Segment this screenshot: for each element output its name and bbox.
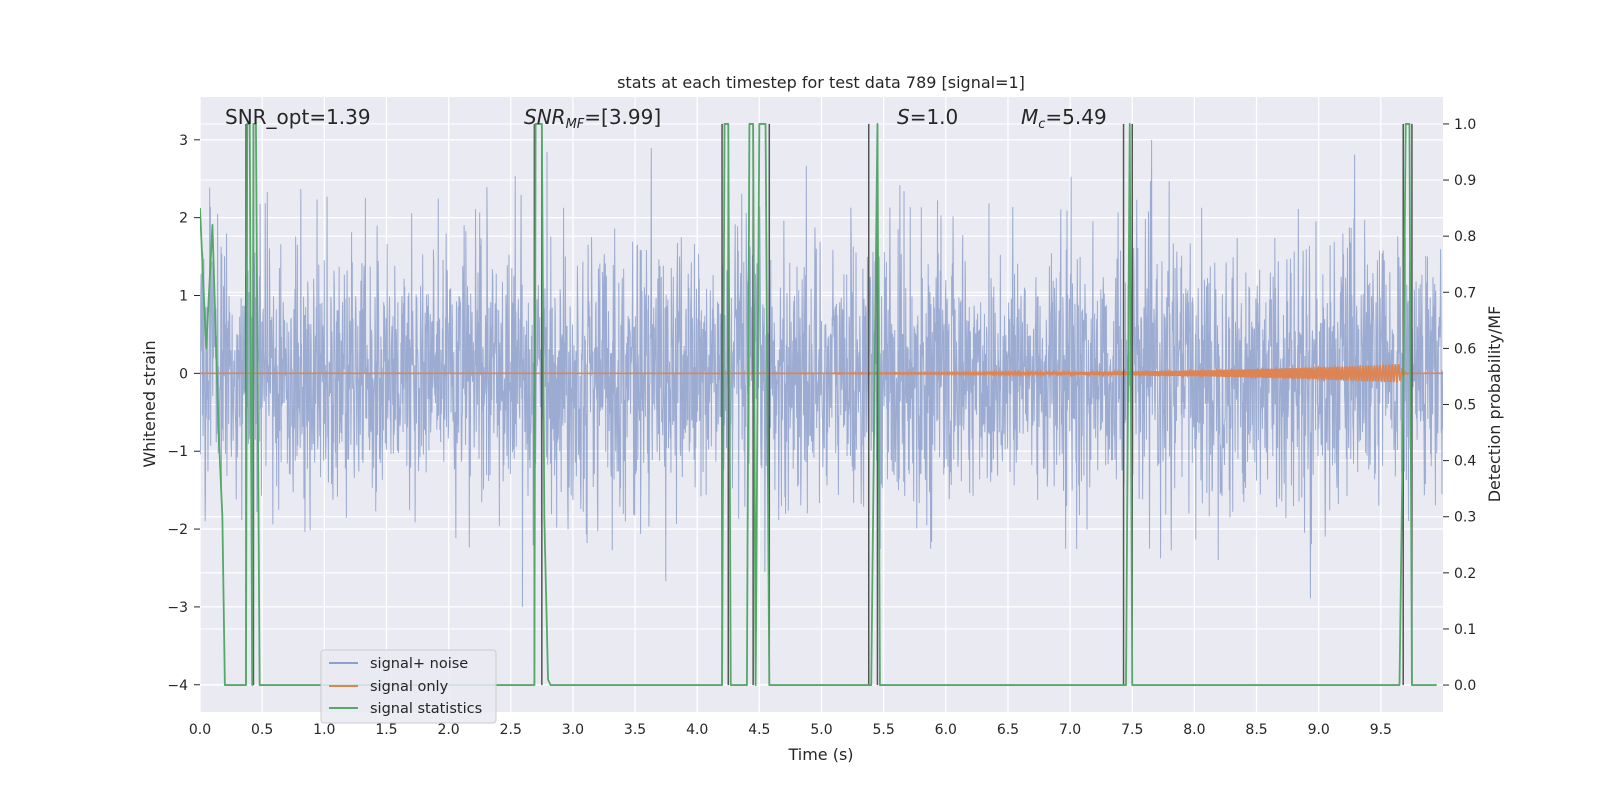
y2-axis-ticks: 1.0 0.9 0.8 0.7 0.6 0.5 0.4 0.3 0.2 0.1 0.0 xyxy=(1443,117,1476,694)
annotation-mc-symbol: M xyxy=(1021,105,1038,129)
x-tick-label-12: 6.0 xyxy=(935,722,957,738)
y2-tick-label-9: 0.1 xyxy=(1454,622,1476,638)
chart-title: stats at each timestep for test data 789… xyxy=(617,73,1025,92)
x-tick-label-10: 5.0 xyxy=(810,722,832,738)
y2-tick-label-0: 1.0 xyxy=(1454,117,1476,133)
x-tick-label-6: 3.0 xyxy=(562,722,584,738)
x-tick-label-15: 7.5 xyxy=(1121,722,1143,738)
x-tick-label-1: 0.5 xyxy=(251,722,273,738)
x-axis-ticks: 0.0 0.5 1.0 1.5 2.0 2.5 3.0 3.5 4.0 4.5 5.0 5.5 6.0 6… xyxy=(189,722,1392,738)
x-tick-label-13: 6.5 xyxy=(997,722,1019,738)
x-tick-label-7: 3.5 xyxy=(624,722,646,738)
annotation-snr-mf-value: =[3.99] xyxy=(584,105,661,129)
legend-label-signal-statistics: signal statistics xyxy=(370,701,482,717)
annotation-s-symbol: S xyxy=(897,105,910,129)
x-tick-label-11: 5.5 xyxy=(873,722,895,738)
y2-tick-label-2: 0.8 xyxy=(1454,229,1476,245)
x-tick-label-8: 4.0 xyxy=(686,722,708,738)
legend-label-signal-noise: signal+ noise xyxy=(370,656,468,672)
annotation-snr-mf-symbol: SNR xyxy=(524,105,566,129)
series-signal-noise xyxy=(200,139,1443,607)
y2-tick-label-5: 0.5 xyxy=(1454,398,1476,414)
y-tick-label-2: 1 xyxy=(179,289,188,305)
x-tick-label-14: 7.0 xyxy=(1059,722,1081,738)
annotation-s-value: =1.0 xyxy=(910,105,959,129)
y-axis-label: Whitened strain xyxy=(140,340,159,467)
y-axis-ticks: 3 2 1 0 −1 −2 −3 −4 xyxy=(167,133,200,694)
x-tick-label-19: 9.5 xyxy=(1370,722,1392,738)
annotation-snr-mf: SNRMF=[3.99] xyxy=(524,105,661,132)
y2-axis-label: Detection probability/MF xyxy=(1485,306,1504,503)
annotation-snr-mf-subscript: MF xyxy=(566,117,585,132)
y-tick-label-7: −4 xyxy=(167,678,188,694)
y2-tick-label-1: 0.9 xyxy=(1454,173,1476,189)
y2-tick-label-10: 0.0 xyxy=(1454,678,1476,694)
annotation-mc-value: =5.49 xyxy=(1045,105,1106,129)
y-tick-label-6: −3 xyxy=(167,600,188,616)
y-tick-label-1: 2 xyxy=(179,211,188,227)
y2-tick-label-8: 0.2 xyxy=(1454,566,1476,582)
legend-label-signal-only: signal only xyxy=(370,679,449,695)
signal-noise-line xyxy=(200,139,1443,607)
annotation-s: S=1.0 xyxy=(897,105,958,129)
x-tick-label-16: 8.0 xyxy=(1183,722,1205,738)
annotation-mc-subscript: c xyxy=(1038,117,1045,132)
legend: signal+ noise signal only signal statist… xyxy=(320,649,497,724)
grid xyxy=(199,97,1443,712)
y-tick-label-0: 3 xyxy=(179,133,188,149)
legend-box xyxy=(320,649,497,724)
x-tick-label-3: 1.5 xyxy=(375,722,397,738)
x-tick-label-2: 1.0 xyxy=(313,722,335,738)
x-tick-label-9: 4.5 xyxy=(748,722,770,738)
y2-tick-label-4: 0.6 xyxy=(1454,341,1476,357)
annotation-mc: Mc=5.49 xyxy=(1021,105,1107,132)
x-tick-label-17: 8.5 xyxy=(1245,722,1267,738)
y2-tick-label-3: 0.7 xyxy=(1454,285,1476,301)
y2-tick-label-7: 0.3 xyxy=(1454,510,1476,526)
y-tick-label-3: 0 xyxy=(179,366,188,382)
signal-statistics-line xyxy=(200,123,1437,686)
annotation-snr-opt: SNR_opt=1.39 xyxy=(225,105,371,129)
series-signal-statistics xyxy=(200,123,1437,686)
y2-tick-label-6: 0.4 xyxy=(1454,454,1476,470)
y-tick-label-5: −2 xyxy=(167,522,188,538)
y-tick-label-4: −1 xyxy=(167,444,188,460)
x-tick-label-5: 2.5 xyxy=(500,722,522,738)
signal-only-line xyxy=(200,362,1443,383)
x-tick-label-4: 2.0 xyxy=(437,722,459,738)
x-tick-label-0: 0.0 xyxy=(189,722,211,738)
x-tick-label-18: 9.0 xyxy=(1308,722,1330,738)
x-axis-label: Time (s) xyxy=(787,745,853,764)
series-signal-only xyxy=(200,362,1443,383)
